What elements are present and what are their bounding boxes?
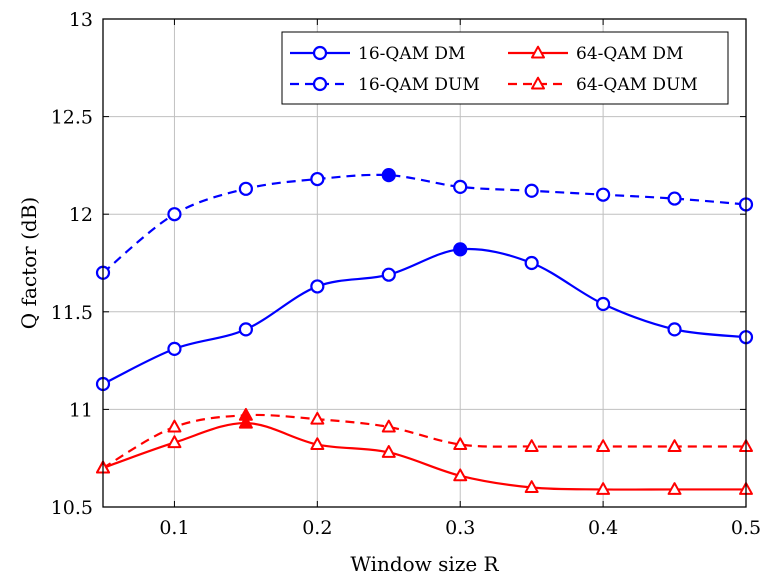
data-point bbox=[596, 187, 611, 202]
data-point bbox=[453, 242, 468, 257]
x-tick-label: 0.2 bbox=[302, 517, 332, 539]
legend-label: 64-QAM DUM bbox=[576, 75, 698, 95]
y-tick-label: 10.5 bbox=[51, 497, 93, 519]
axis-ticks: 0.1 0.2 0.3 0.4 0.5 10.5 11 11.5 12 12.5 13 bbox=[51, 9, 761, 539]
data-point bbox=[596, 296, 611, 312]
data-point bbox=[667, 191, 682, 206]
series-group bbox=[95, 168, 754, 495]
legend-marker bbox=[531, 76, 545, 90]
legend-item: 16-QAM DM bbox=[290, 44, 465, 64]
data-point bbox=[524, 183, 539, 198]
data-point bbox=[167, 341, 182, 356]
y-axis-title: Q factor (dB) bbox=[17, 197, 41, 329]
legend-marker bbox=[312, 76, 328, 92]
legend-label: 64-QAM DM bbox=[576, 44, 683, 64]
legend: 16-QAM DM 64-QAM DM 16-QAM DUM 64-QAM DUM bbox=[281, 31, 729, 105]
data-point bbox=[310, 411, 325, 425]
legend-marker bbox=[531, 45, 545, 59]
legend-item: 64-QAM DUM bbox=[508, 75, 698, 95]
legend-label: 16-QAM DM bbox=[358, 44, 465, 64]
data-point bbox=[238, 415, 253, 429]
legend-marker bbox=[312, 45, 328, 61]
series-line bbox=[102, 421, 746, 491]
y-tick-label: 12 bbox=[69, 204, 93, 226]
data-point bbox=[167, 435, 182, 449]
data-point bbox=[667, 439, 682, 452]
y-tick-label: 11.5 bbox=[51, 302, 93, 324]
x-tick-label: 0.4 bbox=[588, 517, 618, 539]
series-line bbox=[102, 247, 747, 386]
series-64-qam-dm bbox=[96, 415, 753, 495]
data-point bbox=[453, 437, 468, 451]
data-point bbox=[667, 482, 682, 495]
data-point bbox=[238, 181, 253, 196]
x-axis-title: Window size R bbox=[350, 552, 499, 576]
series-line bbox=[102, 413, 746, 469]
data-point bbox=[167, 419, 182, 433]
data-point bbox=[238, 322, 253, 337]
data-point bbox=[667, 322, 682, 337]
data-point bbox=[524, 439, 539, 452]
data-point bbox=[381, 168, 396, 183]
data-point bbox=[453, 468, 468, 482]
legend-label: 16-QAM DUM bbox=[358, 75, 480, 95]
x-tick-label: 0.3 bbox=[445, 517, 475, 539]
y-tick-label: 11 bbox=[69, 399, 93, 421]
data-point bbox=[524, 480, 539, 493]
data-point bbox=[596, 439, 611, 452]
data-point bbox=[167, 207, 182, 222]
data-point bbox=[381, 445, 396, 458]
series-64-qam-dum bbox=[96, 407, 753, 474]
y-tick-label: 13 bbox=[69, 9, 93, 31]
series-16-qam-dum bbox=[95, 168, 754, 280]
legend-box bbox=[281, 31, 729, 105]
series-line bbox=[102, 173, 747, 274]
data-point bbox=[310, 171, 325, 187]
data-point bbox=[524, 255, 539, 271]
data-point bbox=[596, 482, 611, 495]
plot-area-frame bbox=[102, 18, 747, 508]
legend-item: 16-QAM DUM bbox=[290, 75, 480, 95]
data-point bbox=[238, 407, 253, 421]
x-tick-label: 0.1 bbox=[159, 517, 189, 539]
data-point bbox=[453, 179, 468, 194]
data-point bbox=[310, 437, 325, 451]
x-tick-label: 0.5 bbox=[731, 517, 761, 539]
data-point bbox=[310, 279, 325, 294]
data-point bbox=[381, 267, 396, 282]
data-point bbox=[381, 419, 396, 433]
y-tick-label: 12.5 bbox=[51, 107, 93, 129]
series-16-qam-dm bbox=[95, 242, 754, 392]
legend-item: 64-QAM DM bbox=[508, 44, 683, 64]
